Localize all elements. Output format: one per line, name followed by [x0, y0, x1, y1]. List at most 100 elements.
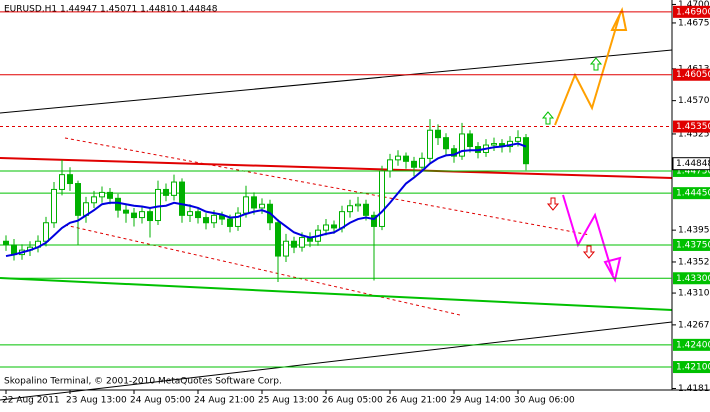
down-arrow [546, 197, 560, 211]
x-tick-label: 22 Aug 2011 [2, 396, 60, 406]
candle-body [411, 160, 417, 168]
candle-body [3, 240, 9, 246]
candle-body [155, 188, 161, 222]
level-label: 1.44450 [676, 189, 710, 199]
candle-body [99, 191, 105, 198]
candle-body [91, 196, 97, 204]
candle-body [387, 159, 393, 172]
candle-body [235, 212, 241, 227]
candle-body [123, 209, 129, 214]
candle-body [51, 188, 57, 224]
level-box [673, 238, 710, 251]
level-label: 1.43750 [676, 240, 710, 250]
y-tick-label: 1.43100 [678, 289, 710, 299]
chart-title: EURUSD,H1 1.44947 1.45071 1.44810 1.4484… [4, 5, 218, 15]
candle-body [323, 224, 329, 231]
candle-body [251, 196, 257, 209]
candle-body [371, 214, 377, 227]
arrow-head [603, 256, 622, 283]
level-label: 1.43300 [676, 274, 710, 284]
candle-body [67, 174, 73, 185]
y-tick-label: 1.41810 [678, 384, 710, 394]
candle-body [459, 133, 465, 157]
y-tick-label: 1.43520 [678, 257, 710, 267]
candle-body [427, 129, 433, 159]
candle-body [59, 174, 65, 190]
candle-body [299, 237, 305, 248]
candle-body [147, 211, 153, 222]
candle-body [395, 155, 401, 161]
x-tick-label: 23 Aug 13:00 [66, 396, 127, 406]
candle-body [523, 137, 529, 165]
candle-body [403, 155, 409, 162]
y-tick-label: 1.45700 [678, 96, 710, 106]
y-tick-label: 1.46750 [678, 18, 710, 28]
level-label: 1.42100 [676, 363, 710, 373]
x-tick-label: 26 Aug 05:00 [322, 396, 383, 406]
level-box [673, 120, 710, 133]
y-tick-label: 1.43950 [678, 226, 710, 236]
trend-line [64, 224, 461, 316]
candle-body [363, 203, 369, 216]
candle-body [259, 203, 265, 209]
candle-body [139, 211, 145, 219]
trend-line [0, 277, 673, 311]
candle-body [291, 240, 297, 248]
copyright: Skopalino Terminal, © 2001-2010 MetaQuot… [4, 377, 282, 387]
y-tick-label: 1.45250 [678, 129, 710, 139]
level-box [673, 187, 710, 200]
trend-line [0, 157, 673, 179]
trend-line [64, 137, 591, 236]
candle-body [187, 211, 193, 216]
candle-body [283, 240, 289, 257]
candle-body [275, 222, 281, 257]
candle-body [131, 212, 137, 219]
arrow-head [610, 6, 628, 31]
x-tick-label: 26 Aug 21:00 [386, 396, 447, 406]
candle-body [115, 197, 121, 211]
level-box [673, 68, 710, 81]
candle-body [491, 143, 497, 146]
candle-body [43, 222, 49, 242]
candle-body [75, 183, 81, 216]
candle-body [179, 181, 185, 216]
forecast-arrow [554, 13, 621, 126]
candle-body [355, 203, 361, 207]
candle-body [243, 196, 249, 214]
candle-body [107, 191, 113, 199]
candle-body [515, 137, 521, 142]
up-arrow [541, 111, 555, 125]
candle-body [163, 188, 169, 196]
candle-body [227, 218, 233, 227]
candle-body [379, 170, 385, 227]
candle-body [203, 217, 209, 224]
level-label: 1.44750 [676, 166, 710, 176]
y-tick-label: 1.47000 [678, 0, 710, 10]
candle-body [339, 211, 345, 229]
up-arrow [589, 57, 603, 71]
trend-line [0, 49, 673, 114]
candle-body [195, 211, 201, 219]
candle-body [347, 205, 353, 213]
down-arrow [582, 245, 596, 259]
x-tick-label: 24 Aug 21:00 [194, 396, 255, 406]
x-tick-label: 24 Aug 05:00 [130, 396, 191, 406]
candle-body [435, 129, 441, 139]
level-label: 1.46900 [676, 7, 710, 17]
level-box [673, 361, 710, 374]
x-tick-label: 30 Aug 06:00 [514, 396, 575, 406]
x-tick-label: 29 Aug 14:00 [450, 396, 511, 406]
level-box [673, 272, 710, 285]
last-price-box [672, 157, 710, 171]
level-label: 1.46050 [676, 70, 710, 80]
candle-body [443, 137, 449, 150]
last-price-label: 1.44848 [676, 159, 710, 169]
y-tick-label: 1.42670 [678, 320, 710, 330]
x-tick-label: 25 Aug 13:00 [258, 396, 319, 406]
candle-body [419, 157, 425, 168]
level-label: 1.45350 [676, 122, 710, 132]
candle-body [171, 181, 177, 196]
level-box [673, 338, 710, 351]
moving-average [5, 142, 527, 258]
